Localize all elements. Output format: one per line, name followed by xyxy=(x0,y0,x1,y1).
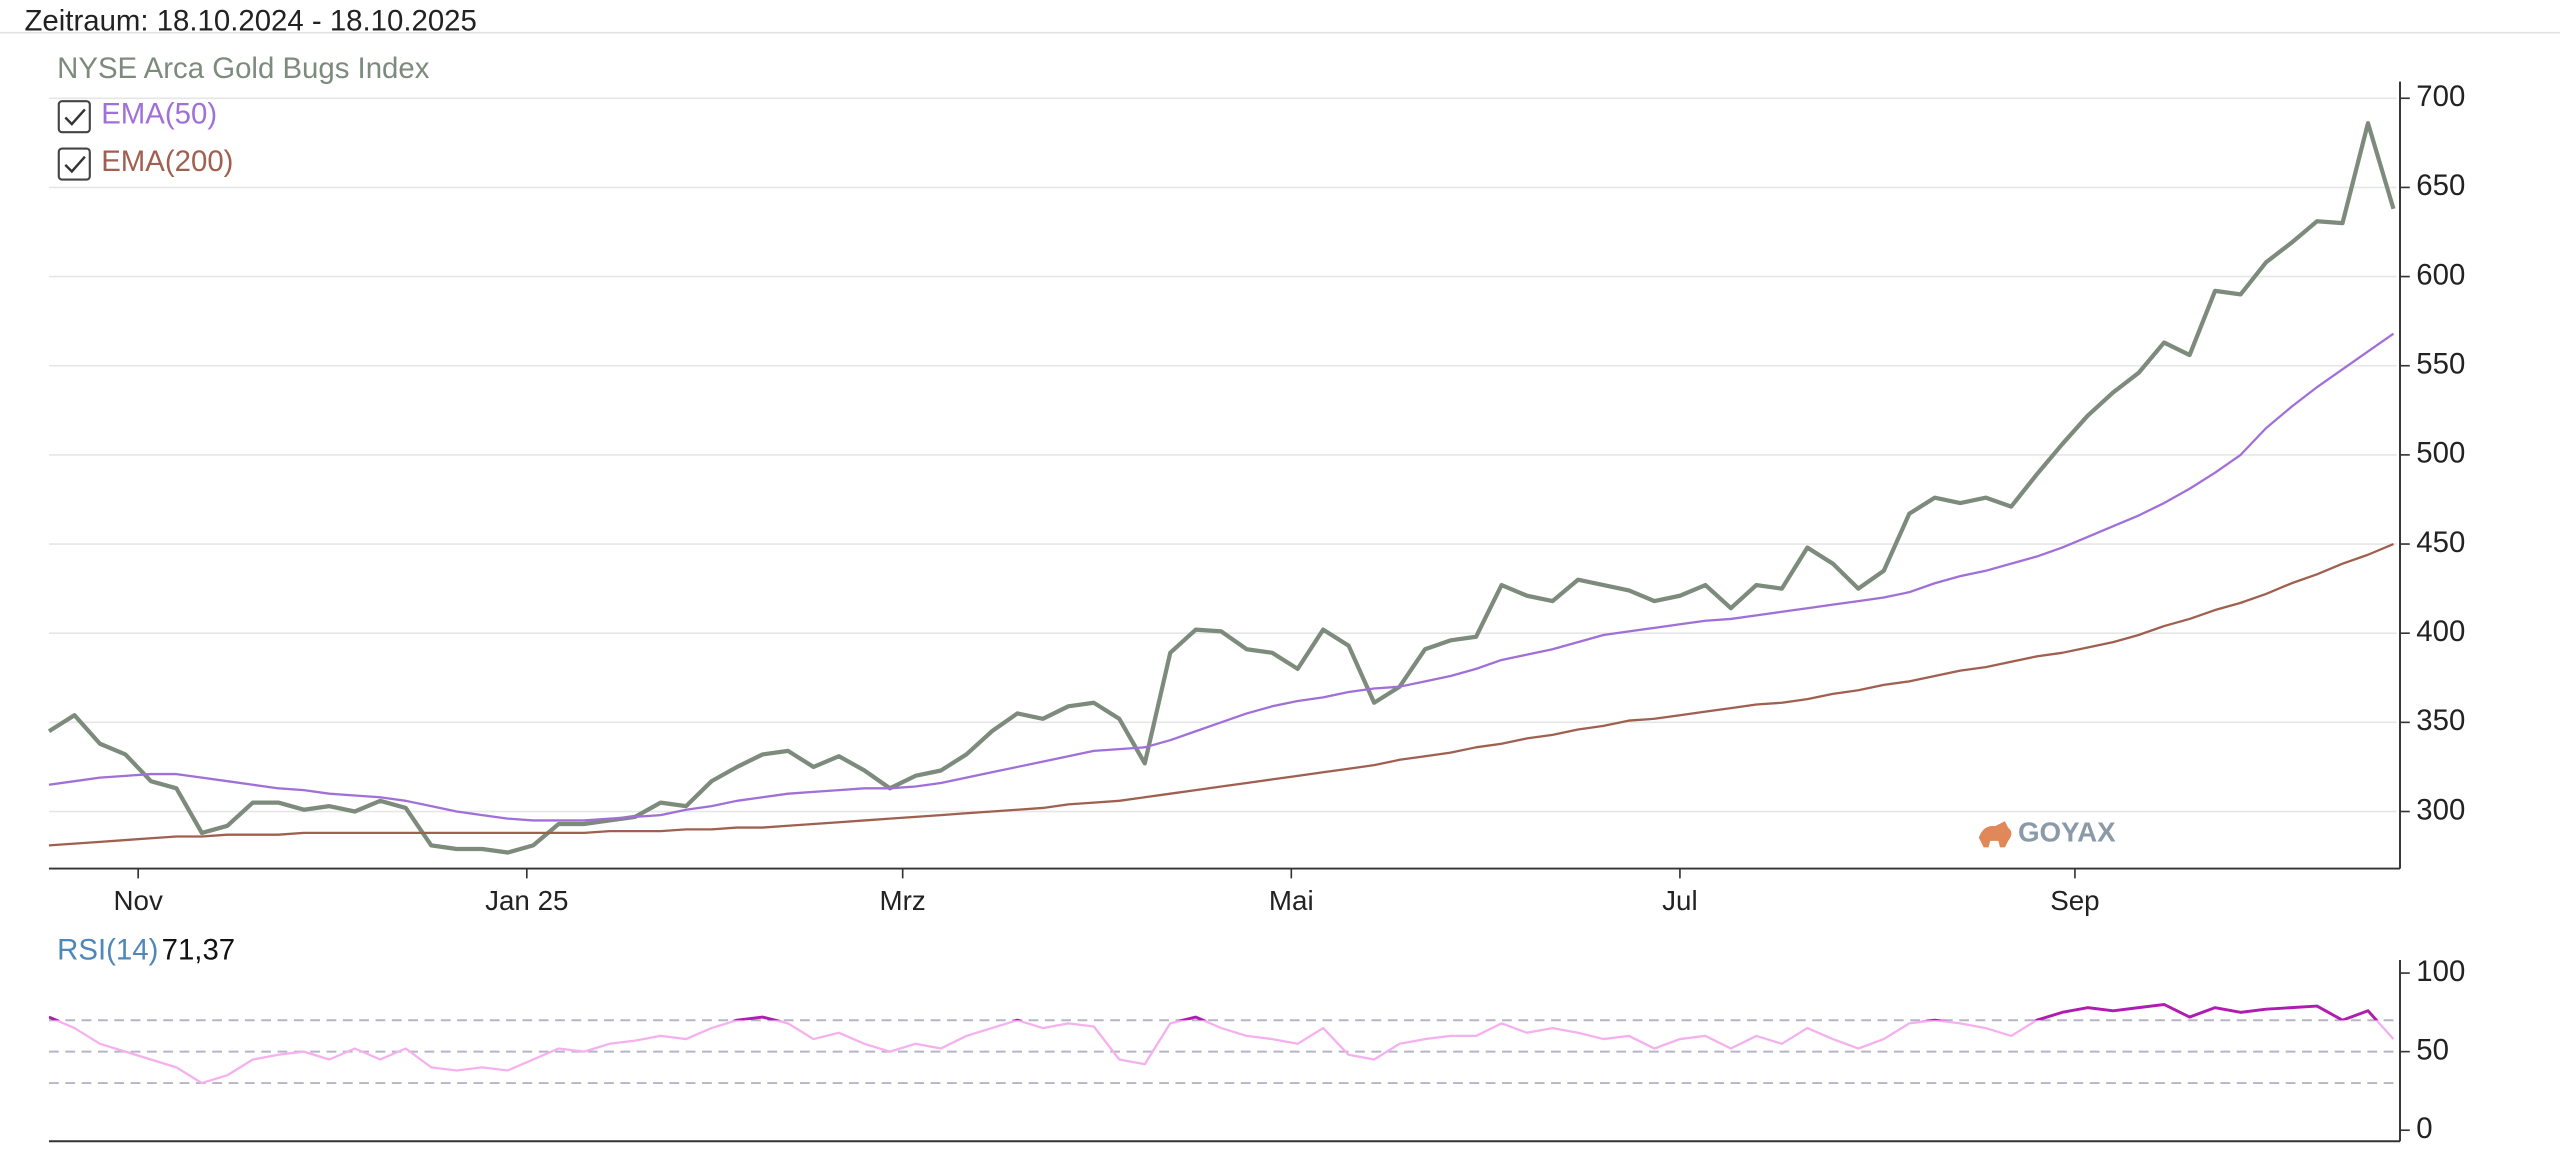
x-tick-label: Mai xyxy=(1269,885,1314,916)
series-line xyxy=(48,332,2395,822)
rsi-value: 71,37 xyxy=(162,934,236,967)
legend-label: EMA(200) xyxy=(101,145,233,178)
rsi-label: RSI(14) xyxy=(57,934,158,967)
y-tick-label: 550 xyxy=(2416,347,2465,380)
index-name: NYSE Arca Gold Bugs Index xyxy=(57,52,430,85)
x-tick-label: Jan 25 xyxy=(485,885,568,916)
x-tick-label: Mrz xyxy=(880,885,926,916)
check xyxy=(64,108,86,126)
y-tick-label: 300 xyxy=(2416,793,2465,826)
y-tick-label: 600 xyxy=(2416,258,2465,291)
series-line xyxy=(47,121,2396,855)
y-tick-label: 0 xyxy=(2416,1112,2432,1145)
checkbox[interactable] xyxy=(57,147,91,181)
watermark-text: GOYAX xyxy=(2018,817,2116,848)
y-tick-label: 500 xyxy=(2416,437,2465,470)
x-tick-label: Nov xyxy=(113,885,162,916)
y-tick-label: 450 xyxy=(2416,526,2465,559)
y-tick-label: 400 xyxy=(2416,615,2465,648)
y-tick-label: 50 xyxy=(2416,1033,2449,1066)
logo-bull xyxy=(1978,821,2012,848)
x-tick-label: Sep xyxy=(2050,885,2099,916)
y-tick-label: 350 xyxy=(2416,704,2465,737)
y-tick-label: 100 xyxy=(2416,955,2465,988)
check xyxy=(64,155,86,174)
series-line xyxy=(48,1003,2395,1085)
x-tick-label: Jul xyxy=(1662,885,1697,916)
y-tick-label: 700 xyxy=(2416,80,2465,113)
legend: EMA(50) EMA(200) xyxy=(57,98,233,181)
y-tick-label: 650 xyxy=(2416,169,2465,202)
legend-label: EMA(50) xyxy=(101,98,217,131)
series-line xyxy=(48,542,2394,847)
series-line xyxy=(48,1003,2379,1021)
watermark: GOYAX xyxy=(1978,817,2116,848)
checkbox[interactable] xyxy=(57,100,91,134)
